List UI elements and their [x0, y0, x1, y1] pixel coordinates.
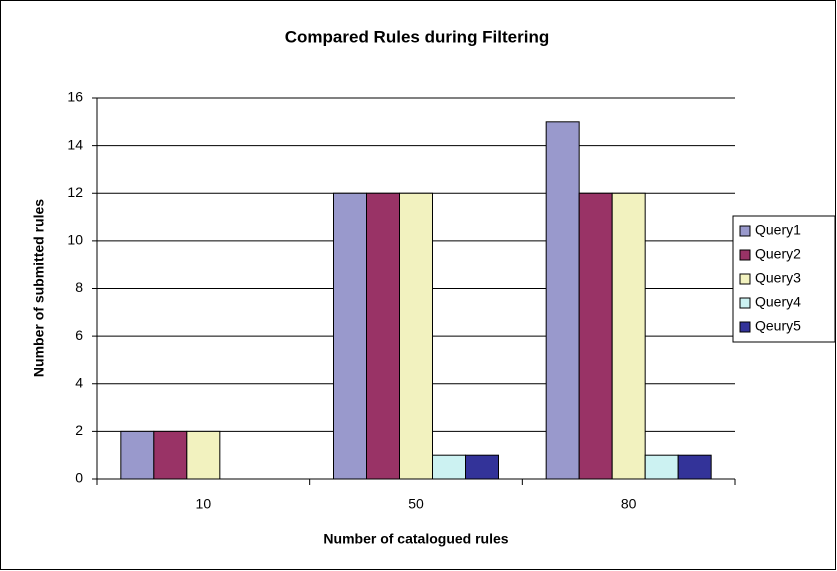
legend-swatch	[740, 298, 750, 308]
bar	[367, 193, 400, 479]
legend-label: Query1	[755, 222, 801, 238]
legend-swatch	[740, 274, 750, 284]
bar	[154, 431, 187, 479]
y-tick-label: 2	[75, 422, 83, 438]
bar	[334, 193, 367, 479]
y-tick-label: 0	[75, 470, 83, 486]
legend-label: Query3	[755, 270, 801, 286]
legend-label: Query4	[755, 294, 801, 310]
y-axis-label: Number of submitted rules	[31, 199, 47, 377]
x-tick-label: 50	[408, 496, 424, 512]
legend-label: Qeury5	[755, 318, 801, 334]
chart: Compared Rules during Filtering Number o…	[0, 0, 837, 571]
bar	[433, 455, 466, 479]
y-tick-label: 16	[67, 89, 83, 105]
x-axis-label: Number of catalogued rules	[323, 531, 508, 547]
y-tick-label: 6	[75, 327, 83, 343]
y-tick-label: 10	[67, 232, 83, 248]
legend-label: Query2	[755, 246, 801, 262]
bar	[612, 193, 645, 479]
y-tick-label: 14	[67, 136, 83, 152]
bar	[645, 455, 678, 479]
chart-title: Compared Rules during Filtering	[285, 27, 549, 46]
y-tick-label: 8	[75, 279, 83, 295]
legend-swatch	[740, 226, 750, 236]
page: {"chart_data": {"type": "bar", "title": …	[0, 0, 837, 571]
legend-swatch	[740, 250, 750, 260]
bar	[546, 122, 579, 479]
legend-swatch	[740, 322, 750, 332]
y-tick-label: 12	[67, 184, 83, 200]
bar	[400, 193, 433, 479]
bar	[187, 431, 220, 479]
bar	[121, 431, 154, 479]
y-tick-label: 4	[75, 374, 83, 390]
bar	[466, 455, 499, 479]
bar	[579, 193, 612, 479]
bar	[678, 455, 711, 479]
x-tick-label: 80	[621, 496, 637, 512]
x-tick-label: 10	[196, 496, 212, 512]
